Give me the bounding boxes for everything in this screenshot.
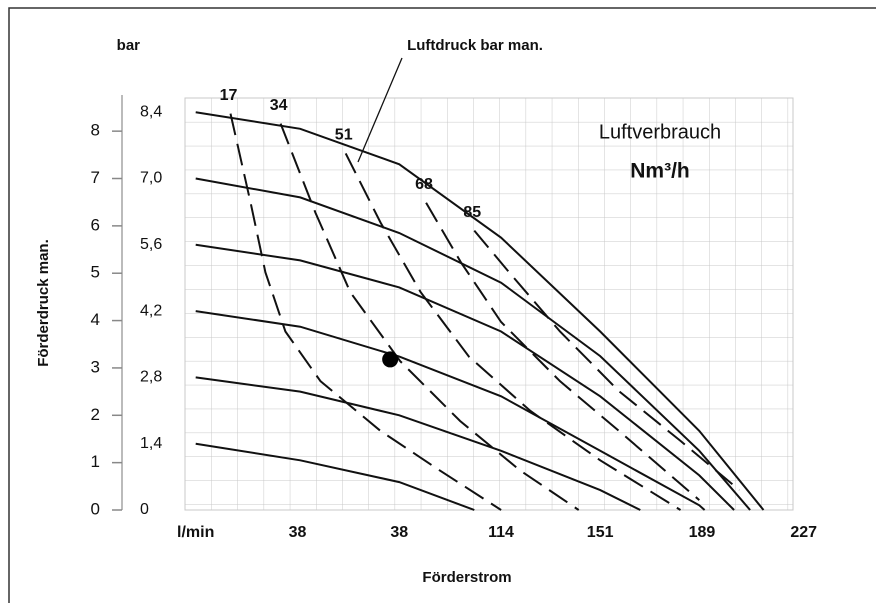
y-tick-label: 5 xyxy=(91,263,100,282)
legend-unit: Nm³/h xyxy=(630,160,690,183)
curve-label: 85 xyxy=(463,204,481,221)
y-tick-label: 2 xyxy=(91,405,100,424)
annotation: Luftdruck bar man. xyxy=(407,37,543,54)
pressure-curve xyxy=(195,310,706,511)
y-tick-label: 1 xyxy=(91,452,100,471)
pressure-curve xyxy=(195,442,475,511)
legend-title: Luftverbrauch xyxy=(599,121,721,143)
frame xyxy=(8,7,876,603)
y-tick-label: 6 xyxy=(91,215,100,234)
y-tick-label: 4 xyxy=(91,310,100,329)
x-tick-label: 38 xyxy=(289,524,307,541)
y2-tick-label: 4,2 xyxy=(140,302,162,319)
y-tick-label: 0 xyxy=(91,499,100,518)
consumption-curve xyxy=(279,123,580,511)
x-tick-label: 227 xyxy=(790,524,817,541)
y-tick-label: 8 xyxy=(91,121,100,140)
y2-tick-label: 1,4 xyxy=(140,435,162,452)
pressure-curve xyxy=(195,177,751,511)
y-tick-label: 3 xyxy=(91,357,100,376)
consumption-curve xyxy=(473,229,741,491)
y2-tick-label: 8,4 xyxy=(140,103,162,120)
curve-label: 17 xyxy=(220,87,238,104)
pressure-curve xyxy=(195,111,765,511)
y2-tick-label: 5,6 xyxy=(140,236,162,253)
curve-label: 51 xyxy=(335,127,353,144)
pressure-curve xyxy=(195,376,641,511)
grid xyxy=(184,97,794,511)
y-axis-label: Förderdruck man. xyxy=(35,239,52,367)
x-tick-label: 114 xyxy=(488,524,514,541)
y-unit: bar xyxy=(117,37,141,54)
y2-tick-label: 7,0 xyxy=(140,170,162,187)
curve-label: 68 xyxy=(415,176,433,193)
y2-tick-label: 2,8 xyxy=(140,369,162,386)
consumption-curve xyxy=(344,152,682,511)
x-tick-label: 189 xyxy=(689,524,716,541)
x-axis-label: Förderstrom xyxy=(422,569,511,586)
pressure-curve xyxy=(195,243,735,511)
consumption-curve xyxy=(229,113,502,511)
x-tick-label: 151 xyxy=(587,524,614,541)
x-tick-label: 38 xyxy=(390,524,408,541)
consumption-curve xyxy=(425,202,700,501)
annotation-leader xyxy=(357,57,403,163)
x-tick-label: l/min xyxy=(177,524,214,541)
curve-label: 34 xyxy=(270,97,288,114)
operating-point xyxy=(382,351,399,368)
y2-tick-label: 0 xyxy=(140,501,149,518)
y-tick-label: 7 xyxy=(91,168,100,187)
